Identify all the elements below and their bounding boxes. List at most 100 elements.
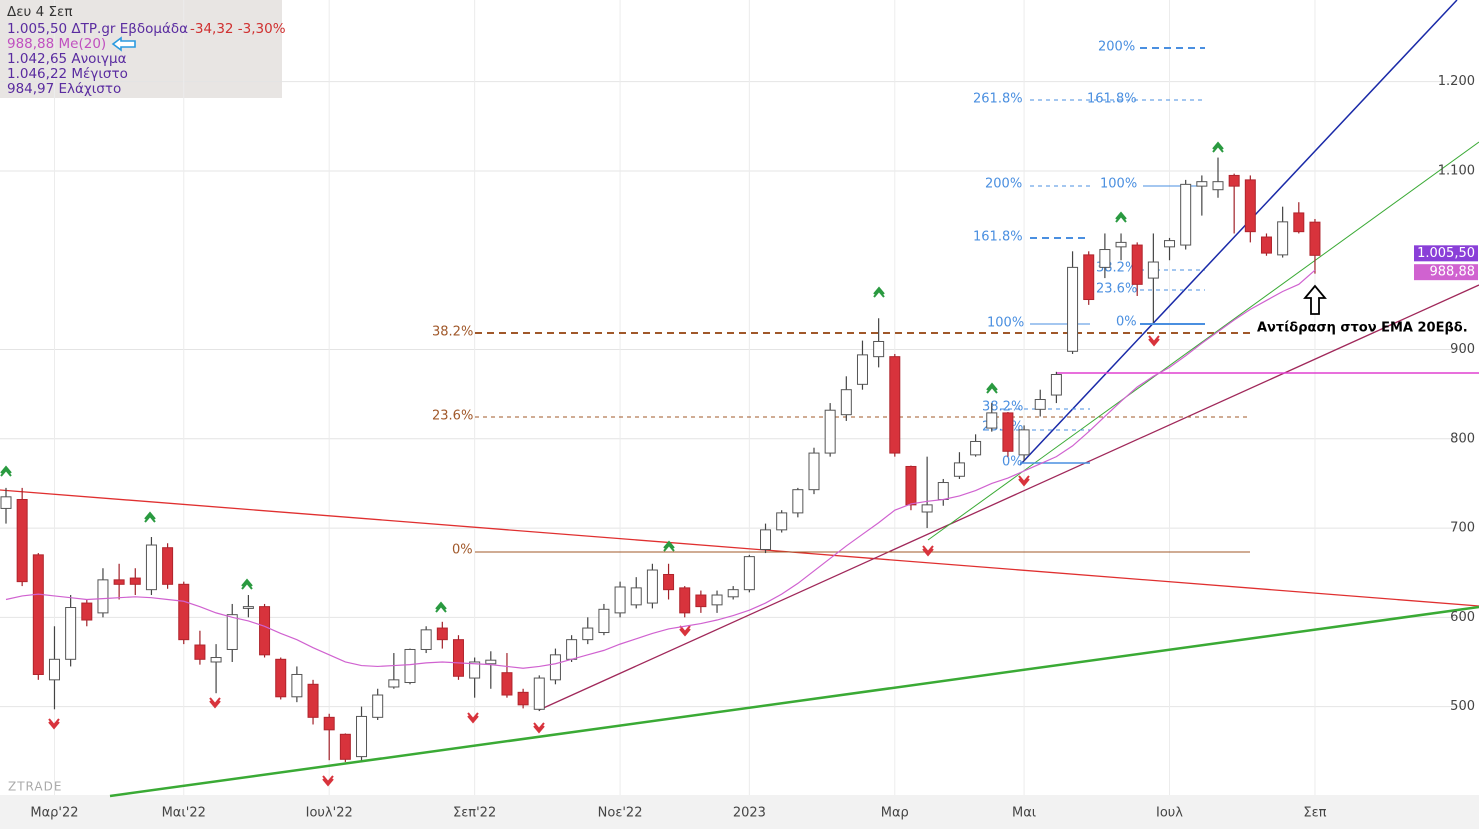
candle-body xyxy=(1034,399,1046,410)
candle-body xyxy=(679,587,691,614)
signal-down xyxy=(209,697,221,709)
candle-body xyxy=(1115,241,1127,248)
candle-body xyxy=(1018,429,1030,456)
candle-body xyxy=(469,661,481,679)
fib-label: 23.6% xyxy=(1096,282,1137,297)
x-tick-label: Μαρ'22 xyxy=(30,806,78,821)
fib-label: 38.2% xyxy=(432,325,473,340)
candle-body xyxy=(307,683,319,718)
fib-label: 161.8% xyxy=(973,230,1023,245)
y-tick-label: 800 xyxy=(1450,431,1475,446)
candle-body xyxy=(356,715,368,758)
candle-body xyxy=(97,579,109,614)
signal-up xyxy=(986,382,998,394)
arrow-icon xyxy=(1303,284,1327,315)
y-tick-label: 1.100 xyxy=(1438,163,1475,178)
candle-body xyxy=(388,679,400,688)
candle-body xyxy=(695,594,707,608)
candle-body xyxy=(485,659,497,665)
candle-body xyxy=(1196,181,1208,187)
candle-body xyxy=(259,606,271,656)
candle-body xyxy=(873,340,885,358)
arrow-icon xyxy=(111,36,136,52)
header-ema: 988,88 Me(20) xyxy=(7,36,106,52)
candle-body xyxy=(501,672,513,696)
trendline xyxy=(109,605,1479,798)
candle-body xyxy=(1260,236,1272,254)
x-tick-label: Νοε'22 xyxy=(598,806,643,821)
candle-body xyxy=(226,614,238,650)
candle-body xyxy=(727,589,739,598)
fib-label: 261.8% xyxy=(973,92,1023,107)
grid xyxy=(0,0,1465,795)
candle-body xyxy=(1147,261,1159,279)
candle-body xyxy=(614,586,626,614)
candle-body xyxy=(549,654,561,681)
candle-body xyxy=(242,606,254,609)
candle-body xyxy=(1180,183,1192,246)
candle-body xyxy=(905,465,917,506)
candle-body xyxy=(291,673,303,698)
candle-body xyxy=(452,639,464,677)
y-tick-label: 500 xyxy=(1450,699,1475,714)
header-last: 1.005,50 ΔΤΡ.gr Εβδομάδα xyxy=(7,21,188,37)
candle-body xyxy=(1002,412,1014,452)
candle-body xyxy=(824,409,836,454)
price-tag: 1.005,50 xyxy=(1417,246,1475,261)
candle-body xyxy=(81,602,93,621)
candle-body xyxy=(162,547,174,585)
x-tick-label: Σεπ xyxy=(1303,806,1326,821)
candle-body xyxy=(1277,221,1289,256)
fib-label: 38.2% xyxy=(982,400,1023,415)
candle-body xyxy=(840,389,852,416)
trendline xyxy=(927,141,1479,541)
candle-body xyxy=(921,504,933,513)
candle-body xyxy=(856,354,868,385)
fib-label: 100% xyxy=(987,316,1024,331)
signal-up xyxy=(241,578,253,590)
candle-body xyxy=(1164,240,1176,248)
drawings xyxy=(0,0,1479,798)
price-tag-bg xyxy=(1414,245,1478,262)
candle-body xyxy=(1083,254,1095,301)
header-change: -34,32 -3,30% xyxy=(190,21,286,37)
candle-body xyxy=(0,496,12,509)
candle-body xyxy=(1050,374,1062,396)
candle-body xyxy=(420,629,432,650)
signal-up xyxy=(1115,211,1127,223)
candle-body xyxy=(404,648,416,684)
fib-label: 0% xyxy=(452,543,473,558)
candle-body xyxy=(32,554,44,675)
signal-down xyxy=(1018,475,1030,487)
candle-body xyxy=(1293,212,1305,233)
candle-body xyxy=(953,462,965,477)
candle-body xyxy=(937,482,949,500)
signal-down xyxy=(322,775,334,787)
candle-body xyxy=(630,587,642,606)
signal-down xyxy=(922,545,934,557)
candle-body xyxy=(1099,249,1111,268)
x-tick-label: Μαι'22 xyxy=(162,806,206,821)
candle-body xyxy=(1067,266,1079,352)
candle-body xyxy=(323,716,335,731)
candle-body xyxy=(210,657,222,663)
candle-body xyxy=(986,412,998,429)
x-axis-strip xyxy=(0,795,1479,829)
trendline xyxy=(1019,0,1458,466)
candle-body xyxy=(663,573,675,591)
y-tick-label: 1.200 xyxy=(1438,74,1475,89)
price-tag-bg xyxy=(1414,264,1478,281)
fib-label: 200% xyxy=(1098,40,1135,55)
signal-up xyxy=(663,540,675,552)
candle-body xyxy=(339,733,351,760)
signal-down xyxy=(1148,335,1160,347)
candle-body xyxy=(1309,221,1321,256)
signal-up xyxy=(435,601,447,613)
x-tick-label: Ιουλ xyxy=(1156,806,1183,821)
candle-body xyxy=(517,691,529,706)
header-open: 1.042,65 Ανοιγμα xyxy=(7,51,127,67)
candle-body xyxy=(113,579,125,585)
candle-body xyxy=(372,694,384,718)
candle-body xyxy=(889,356,901,454)
candle-body xyxy=(808,452,820,491)
